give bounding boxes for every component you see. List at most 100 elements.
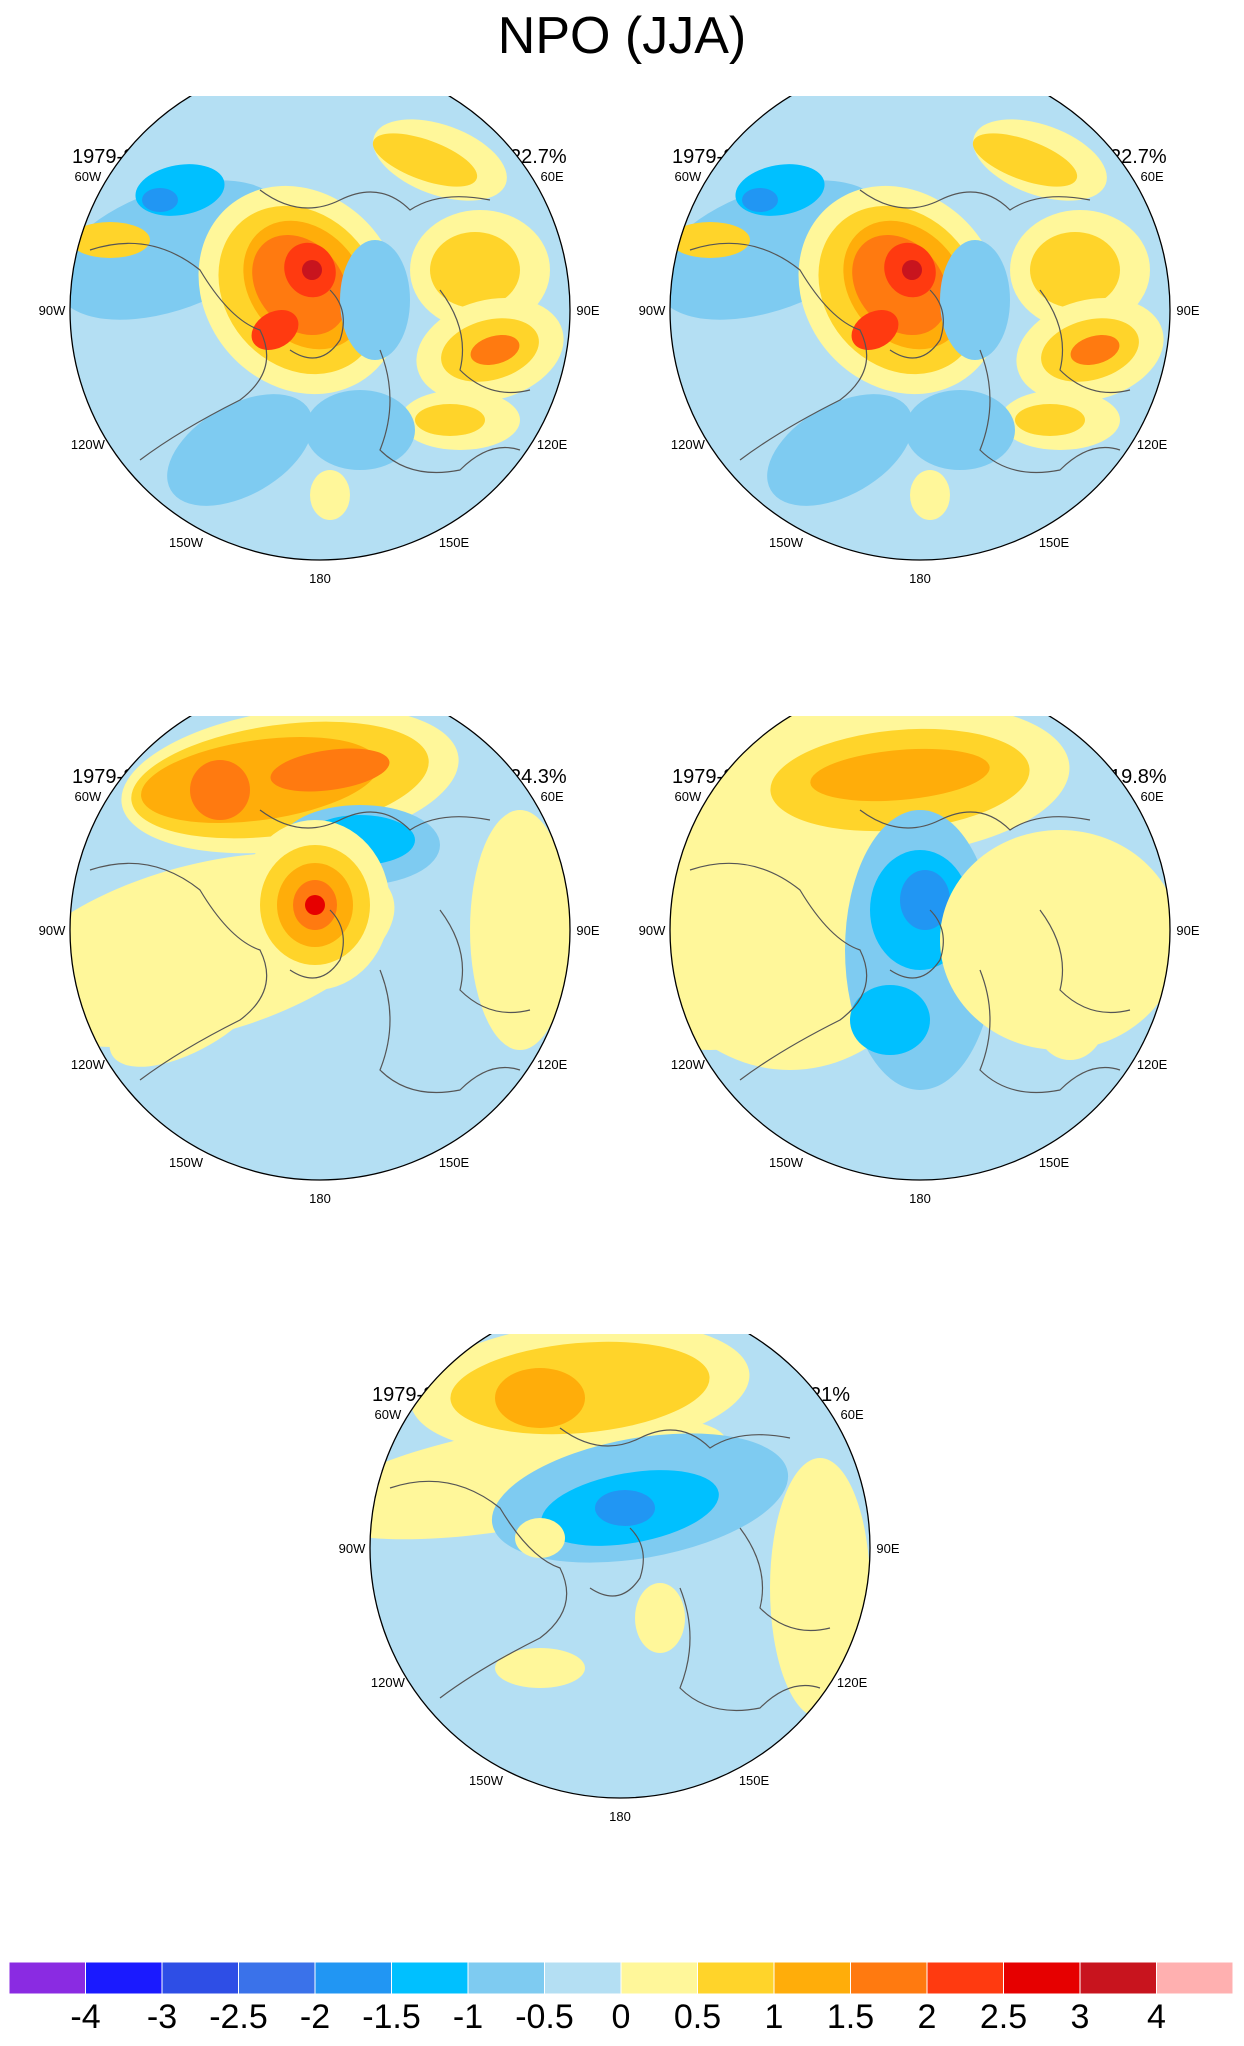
- colorbar-tick-label: 3: [1070, 1998, 1090, 2036]
- slp-anomaly-contour: [109, 953, 271, 1067]
- map-panel-hadslp2r: HadSLP2r 1979-2016 22.7% 180150E120E90E6…: [10, 96, 630, 716]
- colorbar-swatch: [1156, 1962, 1233, 1994]
- slp-anomaly-contour: [495, 1648, 585, 1688]
- slp-anomaly-contour: [900, 870, 950, 930]
- longitude-label: 90W: [339, 1541, 366, 1556]
- colorbar-swatch: [1079, 1962, 1157, 1994]
- colorbar-tick-label: -3: [146, 1998, 178, 2036]
- slp-anomaly-contour: [302, 260, 322, 280]
- colorbar-tick-label: -2: [299, 1998, 331, 2036]
- coastline-segment: [439, 909, 531, 1014]
- field-shading: [670, 96, 1170, 560]
- longitude-label: 60E: [841, 1407, 864, 1422]
- slp-anomaly-contour: [372, 133, 478, 187]
- longitude-label: 90E: [1176, 923, 1199, 938]
- field-shading: [370, 1334, 870, 1798]
- colorbar-tick-label: -1: [452, 1998, 484, 2036]
- longitude-label: 180: [909, 571, 931, 586]
- slp-anomaly-contour: [515, 1518, 565, 1558]
- slp-anomaly-contour: [142, 188, 178, 212]
- slp-anomaly-contour: [415, 404, 485, 436]
- coastline-segment: [589, 1527, 644, 1597]
- polar-map: 180150E120E90E60E30E030W60W90W120W150W: [39, 716, 600, 1206]
- longitude-label: 60E: [1141, 789, 1164, 804]
- colorbar-swatch: [391, 1962, 469, 1994]
- longitude-label: 150E: [439, 1155, 470, 1170]
- colorbar-swatch: [85, 1962, 163, 1994]
- field-shading: [70, 716, 570, 1180]
- longitude-label: 120W: [671, 437, 706, 452]
- colorbar-swatch: [1003, 1962, 1081, 1994]
- colorbar: [9, 1962, 1233, 1994]
- coastline-segment: [679, 1587, 821, 1711]
- slp-anomaly-contour: [910, 470, 950, 520]
- colorbar-tick-label: 4: [1147, 1998, 1166, 2036]
- colorbar-swatch: [161, 1962, 239, 1994]
- coastline-segment: [739, 1527, 831, 1632]
- longitude-label: 120W: [71, 1057, 106, 1072]
- longitude-label: 120E: [537, 437, 568, 452]
- longitude-label: 150E: [1039, 535, 1070, 550]
- coastline-segment: [979, 349, 1121, 474]
- longitude-label: 90W: [639, 923, 666, 938]
- coastline-segment: [389, 1480, 568, 1699]
- field-shading: [670, 716, 1170, 1180]
- slp-anomaly-contour: [940, 240, 1010, 360]
- panel-variance: 22.7%: [1110, 146, 1167, 168]
- slp-anomaly-contour: [810, 748, 990, 802]
- coastline-segment: [859, 189, 1091, 211]
- slp-anomaly-contour: [340, 240, 410, 360]
- colorbar-labels: -4 -3 -2.5 -2 -1.5 -1 -0.5 0 0.5 1 1.5 2 2.5 3 4: [0, 1998, 1244, 2042]
- longitude-label: 90E: [576, 923, 599, 938]
- coastline-segment: [889, 289, 944, 359]
- coastline: [89, 189, 531, 474]
- colorbar-tick-label: 0: [611, 1998, 631, 2036]
- slp-anomaly-contour: [850, 985, 930, 1055]
- slp-anomaly-contour: [902, 260, 922, 280]
- colorbar-tick-label: -2.5: [209, 1998, 268, 2036]
- coastline-segment: [289, 289, 344, 359]
- colorbar-tick-label: 1: [764, 1998, 784, 2036]
- slp-anomaly-contour: [305, 390, 415, 470]
- colorbar-swatch: [773, 1962, 851, 1994]
- map-panel-cesm-2: CESM1-CAM5-BGC-LE 2 1979-2015 19.8% 1801…: [610, 716, 1230, 1336]
- slp-anomaly-contour: [940, 830, 1170, 1050]
- longitude-label: 150E: [739, 1773, 770, 1788]
- longitude-label: 150W: [469, 1773, 504, 1788]
- map-boundary: [669, 96, 1171, 561]
- map-panel-cesm-3: CESM1-CAM5-BGC-LE 3 1979-2015 21% 180150…: [310, 1334, 930, 1954]
- coastline-segment: [259, 809, 491, 831]
- colorbar-swatch: [467, 1962, 545, 1994]
- longitude-label: 120W: [371, 1675, 406, 1690]
- coastline-segment: [1039, 909, 1131, 1014]
- map-panel-hadslp2r-1: HadSLP2r_1 1979-2016 22.7% 180150E120E90…: [610, 96, 1230, 716]
- slp-anomaly-contour: [305, 895, 325, 915]
- coastline-segment: [379, 969, 521, 1093]
- coastline-segment: [859, 809, 1091, 831]
- colorbar-tick-label: 2: [917, 1998, 937, 2036]
- colorbar-swatch: [314, 1962, 392, 1994]
- colorbar-tick-label: 2.5: [979, 1998, 1028, 2036]
- slp-anomaly-contour: [905, 390, 1015, 470]
- longitude-label: 150W: [769, 535, 804, 550]
- longitude-label: 90E: [576, 303, 599, 318]
- slp-anomaly-contour: [851, 310, 899, 350]
- longitude-label: 60W: [375, 1407, 402, 1422]
- colorbar-tick-label: 0.5: [673, 1998, 722, 2036]
- slp-anomaly-contour: [190, 760, 250, 820]
- polar-map: 180150E120E90E60E30E030W60W90W120W150W: [639, 716, 1200, 1206]
- colorbar-swatch: [926, 1962, 1004, 1994]
- colorbar-tick-label: -1.5: [362, 1998, 421, 2036]
- longitude-label: 120E: [1137, 437, 1168, 452]
- panel-variance: 22.7%: [510, 146, 567, 168]
- map-boundary: [669, 716, 1171, 1181]
- slp-anomaly-contour: [167, 394, 313, 506]
- coastline-segment: [1039, 289, 1131, 394]
- longitude-label: 60W: [75, 789, 102, 804]
- slp-anomaly-contour: [670, 222, 750, 258]
- longitude-label: 60W: [75, 169, 102, 184]
- slp-anomaly-contour: [595, 1490, 655, 1526]
- colorbar-tick-label: 1.5: [826, 1998, 875, 2036]
- colorbar-tick-label: -0.5: [515, 1998, 574, 2036]
- longitude-label: 180: [309, 571, 331, 586]
